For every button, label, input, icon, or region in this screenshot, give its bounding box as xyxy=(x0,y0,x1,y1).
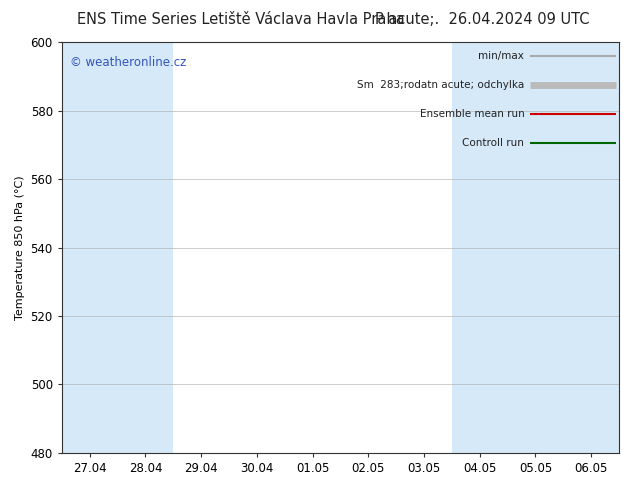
Text: Sm  283;rodatn acute; odchylka: Sm 283;rodatn acute; odchylka xyxy=(357,80,524,90)
Bar xyxy=(452,42,508,453)
Text: Controll run: Controll run xyxy=(462,138,524,147)
Bar xyxy=(117,42,173,453)
Bar xyxy=(508,42,563,453)
Bar xyxy=(563,42,619,453)
Text: Ensemble mean run: Ensemble mean run xyxy=(420,109,524,119)
Text: P acute;.  26.04.2024 09 UTC: P acute;. 26.04.2024 09 UTC xyxy=(375,12,589,27)
Text: © weatheronline.cz: © weatheronline.cz xyxy=(70,56,186,70)
Text: min/max: min/max xyxy=(479,51,524,61)
Text: ENS Time Series Letiště Václava Havla Praha: ENS Time Series Letiště Václava Havla Pr… xyxy=(77,12,404,27)
Y-axis label: Temperature 850 hPa (°C): Temperature 850 hPa (°C) xyxy=(15,175,25,320)
Bar xyxy=(62,42,117,453)
